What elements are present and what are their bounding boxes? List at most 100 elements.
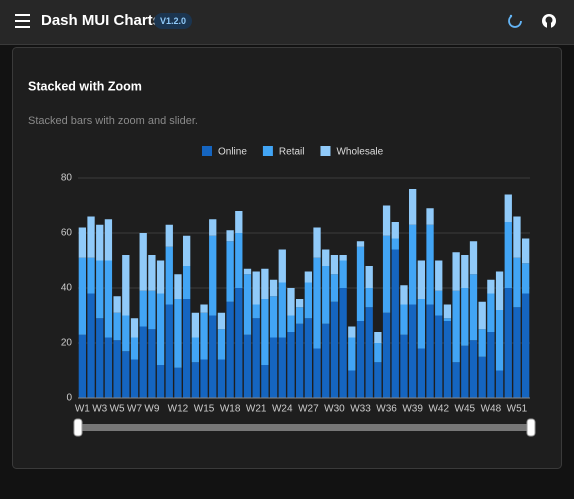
bar-segment <box>296 323 304 398</box>
y-tick-label: 40 <box>61 283 73 294</box>
bar-segment <box>148 290 156 330</box>
x-tick-label: W18 <box>220 404 241 415</box>
bar-segment <box>461 345 469 398</box>
bar-segment <box>513 216 521 258</box>
bar-segment <box>452 252 460 291</box>
bar-segment <box>313 257 321 349</box>
bar-segment <box>409 189 417 225</box>
x-tick-label: W48 <box>481 404 502 415</box>
bar-segment <box>287 315 295 332</box>
bar-segment <box>417 299 425 349</box>
bar-segment <box>269 337 278 398</box>
bar-segment <box>200 359 208 398</box>
bar-segment <box>391 238 399 250</box>
bar-segment <box>278 282 286 338</box>
x-tick-label: W39 <box>402 404 423 415</box>
bar-segment <box>400 304 408 335</box>
bar-segment <box>287 332 295 398</box>
bar-segment <box>330 274 339 302</box>
bar-segment <box>513 257 521 308</box>
x-tick-label: W5 <box>110 404 125 415</box>
legend-swatch <box>262 146 273 156</box>
bar-segment <box>339 260 347 288</box>
bar-segment <box>296 299 304 308</box>
bar-segment <box>156 293 165 365</box>
bar-segment <box>435 290 443 316</box>
bar-segment <box>522 238 530 264</box>
y-tick-label: 60 <box>61 228 73 239</box>
bar-segment <box>78 227 86 258</box>
menu-button[interactable] <box>15 14 30 28</box>
bar-segment <box>261 268 269 299</box>
y-tick-label: 0 <box>66 393 72 404</box>
bar-segment <box>322 323 330 398</box>
legend-item[interactable]: Wholesale <box>320 146 384 158</box>
bar-segment <box>165 304 173 398</box>
bar-segment <box>130 318 139 338</box>
bar-segment <box>217 359 226 398</box>
bar-segment <box>504 222 512 288</box>
bar-segment <box>191 337 199 363</box>
x-tick-label: W45 <box>455 404 476 415</box>
bar-segment <box>113 340 121 398</box>
slider-handle-right[interactable] <box>526 418 536 437</box>
bar-segment <box>156 365 165 398</box>
bar-segment <box>183 299 191 398</box>
bar-segment <box>183 266 191 299</box>
bar-segment <box>487 293 495 332</box>
github-link[interactable] <box>542 14 556 28</box>
bar-segment <box>287 288 295 316</box>
bar-segment <box>122 351 130 398</box>
bar-segment <box>339 288 347 398</box>
bar-segment <box>348 326 356 338</box>
slider-handle-left[interactable] <box>73 418 83 437</box>
chart: 0 20 40 60 80 Online Retail Wholesale W1 W3 W5 W7 W9… <box>61 146 530 415</box>
bar-segment <box>522 293 530 398</box>
theme-toggle[interactable] <box>508 14 522 28</box>
bar-segment <box>191 362 199 398</box>
bar-segment <box>330 301 339 398</box>
x-tick-label: W24 <box>272 404 293 415</box>
legend-item[interactable]: Online <box>202 146 247 158</box>
bar-segment <box>409 304 417 398</box>
bar-segment <box>200 312 208 360</box>
bar-segment <box>469 241 478 275</box>
bar-segment <box>113 296 121 313</box>
bar-segment <box>356 241 365 247</box>
x-tick-label: W3 <box>92 404 107 415</box>
bar-segment <box>217 329 226 360</box>
legend-item[interactable]: Retail <box>262 146 305 158</box>
slider-track <box>78 424 531 431</box>
x-tick-label: W36 <box>376 404 397 415</box>
bar-segment <box>304 282 312 319</box>
x-tick-label: W7 <box>127 404 142 415</box>
bar-segment <box>487 279 495 294</box>
bar-segment <box>374 332 382 343</box>
bar-segment <box>96 224 104 261</box>
bar-segment <box>374 362 382 398</box>
bar-segment <box>487 332 495 398</box>
legend-label: Wholesale <box>336 147 383 158</box>
legend-label: Online <box>218 147 247 158</box>
bar-segment <box>278 337 286 398</box>
bar-segment <box>400 334 408 398</box>
bar-segment <box>209 235 217 316</box>
zoom-slider[interactable] <box>73 418 536 437</box>
bar-segment <box>391 249 399 398</box>
bar-segment <box>252 304 260 319</box>
bar-segment <box>513 307 521 398</box>
bar-segment <box>209 315 217 398</box>
bar-segment <box>469 274 478 341</box>
bar-segment <box>104 260 113 338</box>
bar-segment <box>443 321 452 398</box>
bar-segment <box>165 224 173 247</box>
bar-segment <box>478 356 486 398</box>
bar-segment <box>469 340 478 398</box>
x-tick-label: W30 <box>324 404 345 415</box>
bar-segment <box>87 257 95 294</box>
bar-segment <box>78 334 86 398</box>
bar-segment <box>252 271 260 305</box>
bar-segment <box>261 365 269 398</box>
